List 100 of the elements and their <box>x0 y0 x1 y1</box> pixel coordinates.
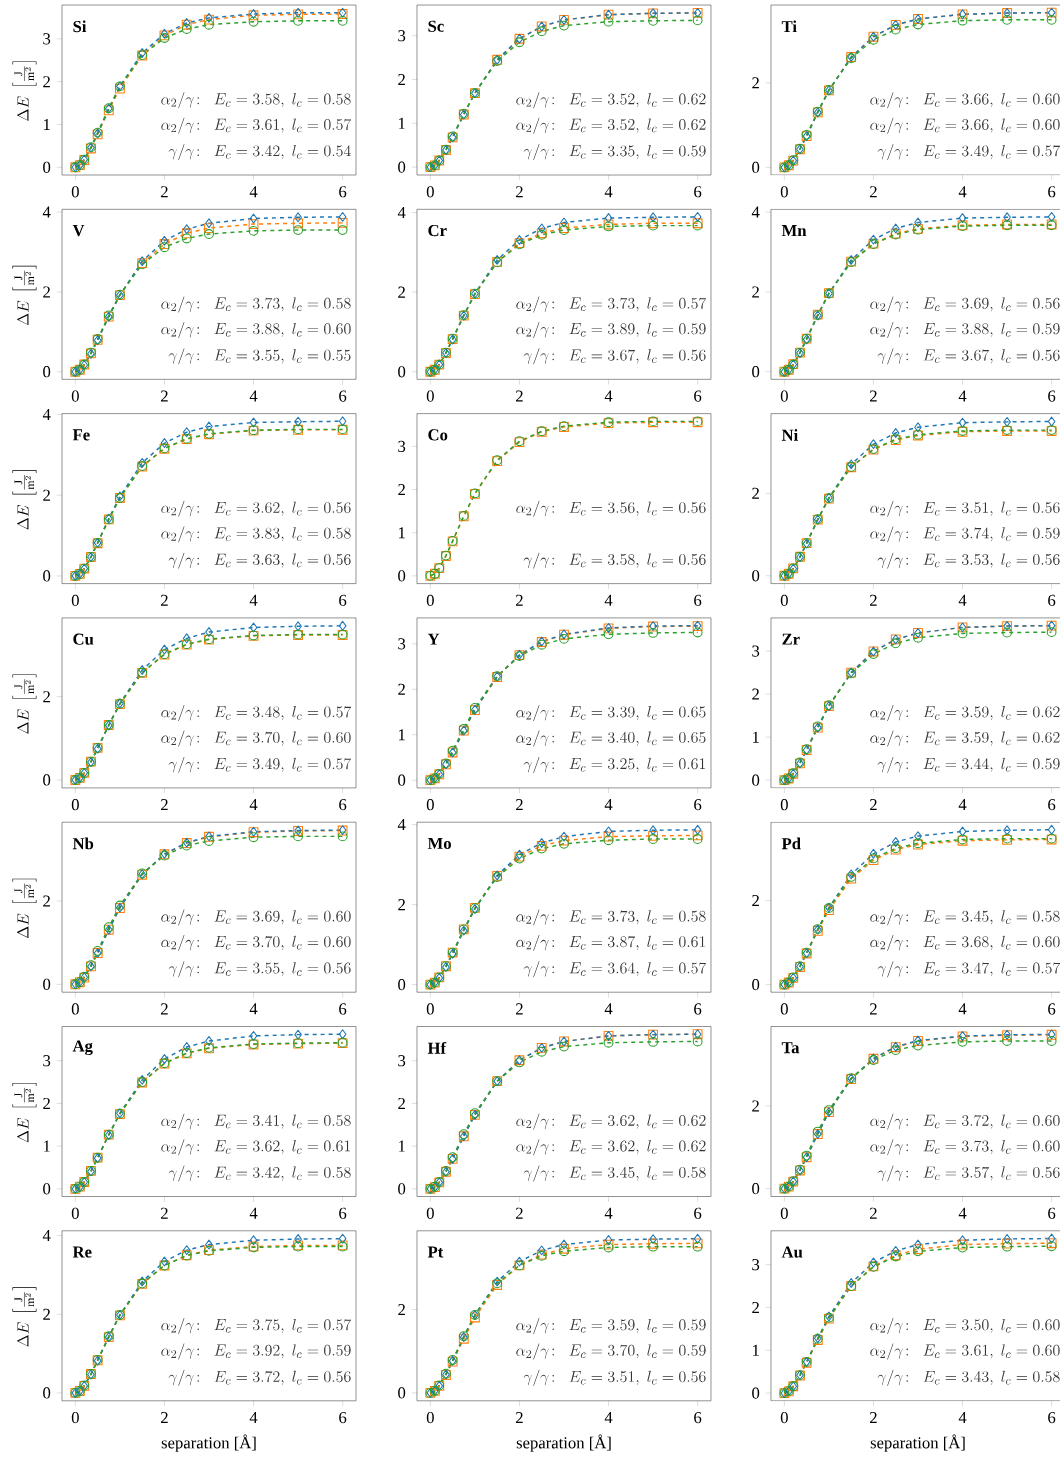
annotation: $\alpha_2/\gamma\!:\;\; E_c = 3.62,\; l_c = 0.56$ <box>161 500 351 517</box>
x-tick-label: 4 <box>604 1003 613 1015</box>
x-tick-label: 2 <box>516 186 523 198</box>
point <box>604 826 613 837</box>
point <box>204 229 214 239</box>
annotation: $\alpha_2/\gamma\!:\;\; E_c = 3.88,\; l_c = 0.60$ <box>161 322 351 339</box>
y-tick-label: 3 <box>398 1055 406 1067</box>
point <box>958 417 967 428</box>
y-tick-label: 0 <box>752 1387 760 1399</box>
point <box>338 211 347 222</box>
y-tick-label: 0 <box>43 774 51 786</box>
point <box>958 213 967 224</box>
y-axis-title: $\Delta E\;\left[\frac{\mathrm{J}}{\mathrm{m}^2}\right]$ <box>12 470 37 530</box>
point <box>204 19 214 30</box>
y-tick-label: 4 <box>42 408 51 420</box>
x-tick-label: 4 <box>249 186 258 198</box>
point <box>337 831 348 842</box>
x-tick-label: 4 <box>604 1411 613 1423</box>
annotation: $\gamma/\gamma\!:\;\; E_c = 3.45,\; l_c = 0.58$ <box>523 1165 706 1182</box>
point <box>338 620 347 631</box>
point <box>649 212 657 223</box>
x-tick-label: 0 <box>71 1003 79 1015</box>
y-axis-title: $\Delta E\;\left[\frac{\mathrm{J}}{\mathrm{m}^2}\right]$ <box>12 878 37 939</box>
x-tick-label: 6 <box>339 186 347 198</box>
y-tick-label: 2 <box>752 77 759 89</box>
annotation: $\alpha_2/\gamma\!:\;\; E_c = 3.39,\; l_c = 0.65$ <box>516 705 706 722</box>
text: Co <box>428 429 448 441</box>
point <box>869 848 878 859</box>
point <box>603 831 614 842</box>
annotation: $\alpha_2/\gamma\!:\;\; E_c = 3.73,\; l_c = 0.57$ <box>516 296 707 313</box>
point <box>338 1029 347 1040</box>
y-tick-label: 0 <box>398 570 406 582</box>
point <box>514 37 525 48</box>
annotation: $\alpha_2/\gamma\!:\;\; E_c = 3.74,\; l_c = 0.59$ <box>870 526 1060 543</box>
point <box>182 1245 191 1256</box>
y-tick-label: 1 <box>398 117 405 129</box>
point <box>869 439 878 450</box>
annotation: $\alpha_2/\gamma\!:\;\; E_c = 3.52,\; l_c = 0.62$ <box>516 117 706 134</box>
x-tick-label: 0 <box>426 1003 434 1015</box>
y-tick-label: 0 <box>398 366 406 378</box>
annotation: $\alpha_2/\gamma\!:\;\; E_c = 3.52,\; l_c = 0.62$ <box>516 92 706 109</box>
point <box>1047 824 1056 835</box>
x-tick-label: 0 <box>426 186 434 198</box>
x-tick-label: 4 <box>249 594 258 606</box>
y-tick-label: 2 <box>398 484 405 496</box>
point <box>248 16 259 27</box>
annotation: $\alpha_2/\gamma\!:\;\; E_c = 3.48,\; l_c = 0.57$ <box>161 705 352 722</box>
y-tick-label: 2 <box>43 1097 50 1109</box>
point <box>869 234 878 245</box>
y-tick-label: 2 <box>43 1308 50 1320</box>
x-tick-label: 0 <box>71 1207 79 1219</box>
x-tick-label: 2 <box>161 390 168 402</box>
point <box>559 633 569 644</box>
x-tick-label: 6 <box>1048 799 1056 811</box>
y-tick-label: 1 <box>43 1140 50 1152</box>
y-tick-label: 0 <box>398 1183 406 1195</box>
x-tick-label: 0 <box>426 594 434 607</box>
point <box>604 213 613 224</box>
point <box>159 242 170 253</box>
point <box>914 831 922 842</box>
point <box>692 834 703 844</box>
point <box>648 834 659 844</box>
annotation: $\gamma/\gamma\!:\;\; E_c = 3.57,\; l_c = 0.56$ <box>877 1165 1060 1182</box>
x-tick-label: 6 <box>1048 1003 1056 1015</box>
annotation: $\alpha_2/\gamma\!:\;\; E_c = 3.62,\; l_c = 0.62$ <box>516 1139 706 1156</box>
x-tick-label: 2 <box>161 799 168 811</box>
x-tick-label: 2 <box>870 594 877 606</box>
y-tick-label: 2 <box>752 688 759 700</box>
annotation: $\alpha_2/\gamma\!:\;\; E_c = 3.59,\; l_c = 0.62$ <box>870 705 1060 722</box>
y-tick-label: 2 <box>398 73 405 86</box>
text: Re <box>72 1246 92 1258</box>
point <box>957 1036 968 1047</box>
annotation: $\alpha_2/\gamma\!:\;\; E_c = 3.51,\; l_c = 0.56$ <box>870 500 1060 517</box>
x-tick-label: 4 <box>604 186 613 198</box>
x-tick-label: 6 <box>339 390 347 402</box>
annotation: $\gamma/\gamma\!:\;\; E_c = 3.55,\; l_c = 0.56$ <box>168 961 351 978</box>
point <box>338 1233 347 1244</box>
point <box>603 16 614 27</box>
x-tick-label: 2 <box>516 1411 523 1423</box>
annotation: $\gamma/\gamma\!:\;\; E_c = 3.43,\; l_c = 0.58$ <box>877 1369 1060 1386</box>
annotation: $\alpha_2/\gamma\!:\;\; E_c = 3.45,\; l_c = 0.58$ <box>870 909 1060 926</box>
text: Mo <box>427 837 451 849</box>
point <box>337 217 348 228</box>
annotation: $\gamma/\gamma\!:\;\; E_c = 3.49,\; l_c = 0.57$ <box>877 144 1060 161</box>
y-tick-label: 2 <box>43 489 50 501</box>
point <box>692 627 703 638</box>
point <box>248 225 259 236</box>
y-tick-label: 1 <box>43 118 50 130</box>
point <box>913 632 923 643</box>
y-tick-label: 2 <box>398 899 405 911</box>
annotation: $\gamma/\gamma\!:\;\; E_c = 3.72,\; l_c = 0.56$ <box>168 1369 351 1386</box>
x-tick-label: 2 <box>516 390 523 402</box>
y-tick-label: 4 <box>397 819 406 831</box>
point <box>1002 14 1013 25</box>
annotation: $\alpha_2/\gamma\!:\;\; E_c = 3.73,\; l_c = 0.58$ <box>161 296 351 313</box>
y-tick-label: 2 <box>752 1100 759 1112</box>
point <box>914 422 922 433</box>
point <box>913 19 923 30</box>
annotation: $\gamma/\gamma\!:\;\; E_c = 3.58,\; l_c = 0.56$ <box>523 552 706 569</box>
x-tick-label: 4 <box>958 1207 967 1219</box>
